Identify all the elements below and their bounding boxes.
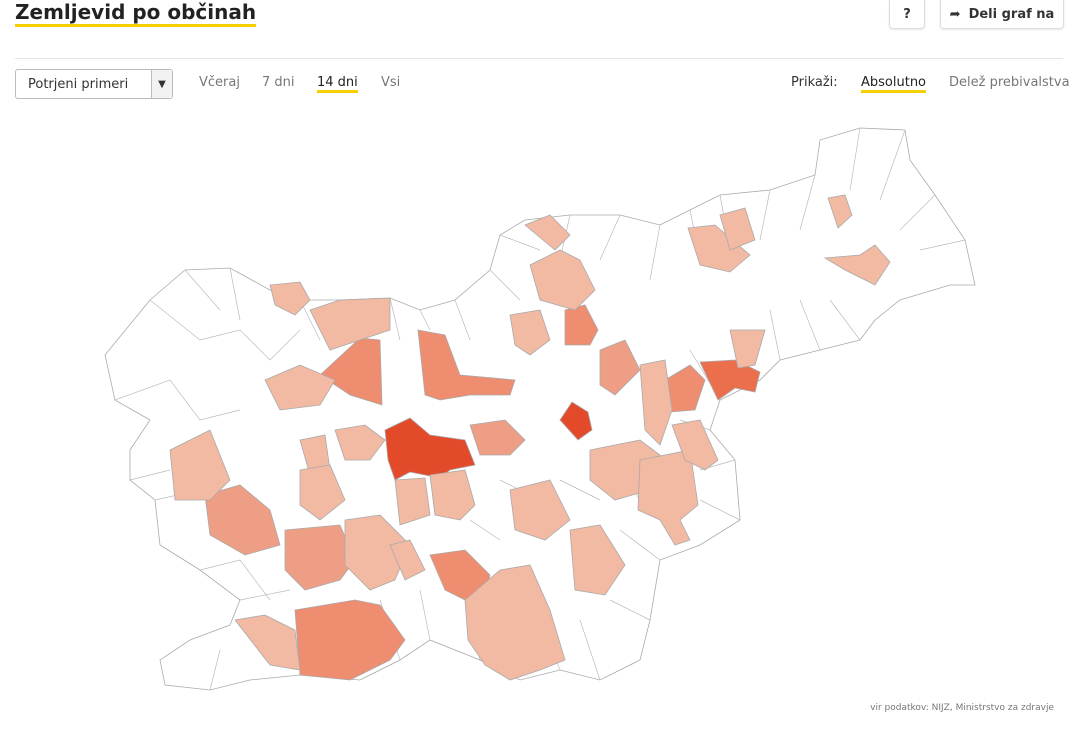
period-option[interactable]: Včeraj [199, 75, 240, 90]
municipality-borders [114, 127, 966, 691]
data-source: vir podatkov: NIJZ, Ministrstvo za zdrav… [870, 703, 1054, 713]
share-label: Deli graf na [968, 6, 1055, 22]
period-option[interactable]: 14 dni [317, 75, 358, 93]
period-option[interactable]: Vsi [381, 75, 401, 90]
share-icon: ➦ [949, 6, 961, 22]
country-outline [104, 127, 976, 691]
select-arrow: ▼ [151, 70, 172, 98]
period-option[interactable]: 7 dni [262, 75, 295, 90]
metric-select[interactable]: Potrjeni primeri ▼ [15, 69, 173, 99]
display-option[interactable]: Absolutno [861, 75, 927, 93]
divider [15, 58, 1063, 59]
page-title: Zemljevid po občinah [15, 0, 257, 27]
help-button[interactable]: ? [889, 0, 925, 29]
highlighted-municipalities [169, 194, 891, 681]
share-button[interactable]: ➦ Deli graf na [940, 0, 1064, 29]
display-option[interactable]: Delež prebivalstva [949, 75, 1070, 90]
select-value: Potrjeni primeri [28, 77, 129, 92]
display-label: Prikaži: [791, 75, 838, 90]
